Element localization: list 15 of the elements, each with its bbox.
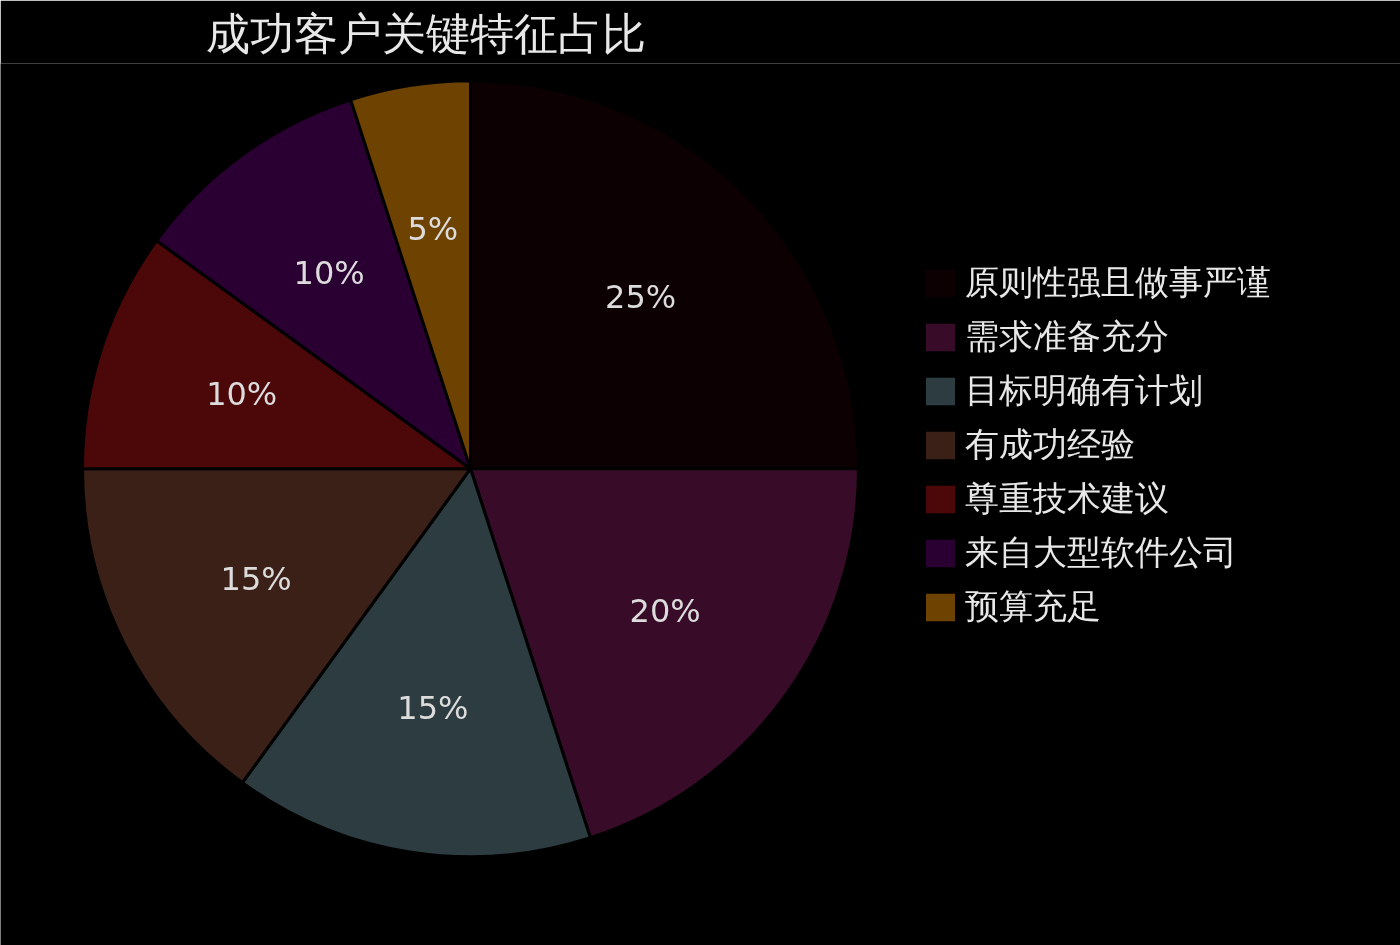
legend-label: 目标明确有计划	[965, 369, 1203, 412]
data-label: 5%	[407, 210, 459, 249]
legend-label: 需求准备充分	[965, 315, 1169, 358]
chart-title: 成功客户关键特征占比	[205, 7, 646, 59]
data-label: 15%	[220, 559, 292, 598]
legend-label: 尊重技术建议	[965, 477, 1169, 520]
legend-label: 预算充足	[965, 585, 1101, 628]
legend-label: 有成功经验	[965, 423, 1135, 466]
data-label: 25%	[605, 278, 677, 317]
data-label: 10%	[206, 374, 278, 413]
data-label: 10%	[293, 253, 365, 292]
legend-label: 原则性强且做事严谨	[965, 261, 1271, 304]
data-label: 15%	[397, 689, 469, 728]
legend-label: 来自大型软件公司	[965, 531, 1237, 574]
data-label: 20%	[629, 592, 701, 631]
